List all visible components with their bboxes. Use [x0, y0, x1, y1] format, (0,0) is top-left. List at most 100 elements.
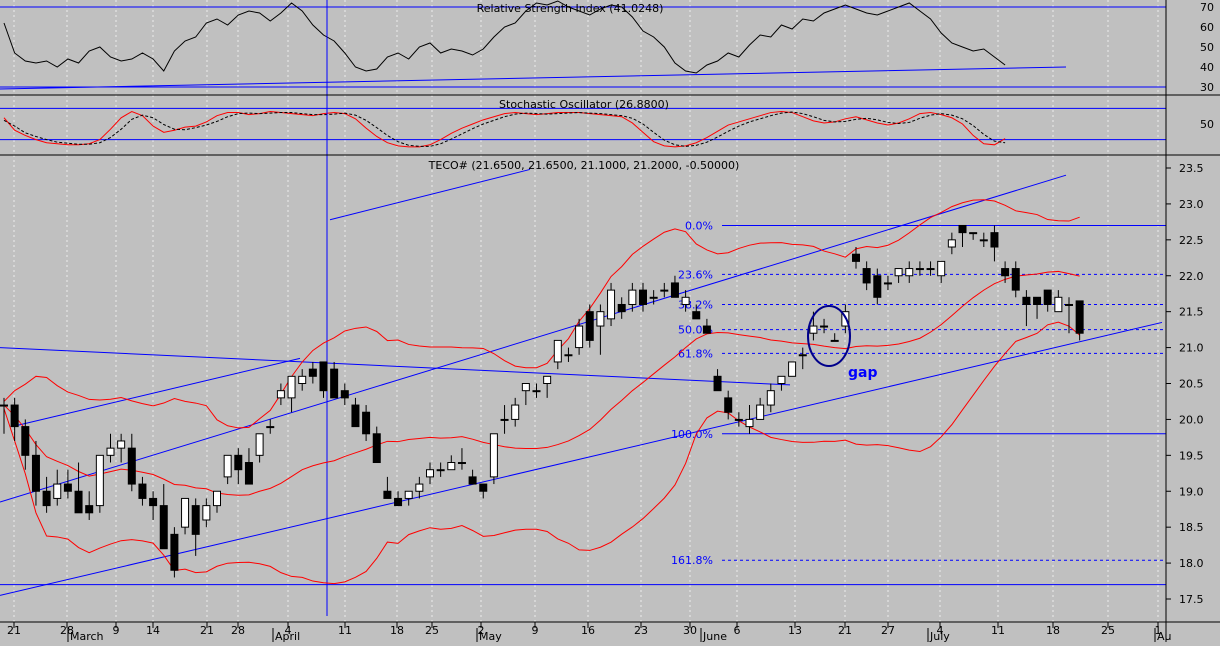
candlestick — [436, 462, 445, 477]
month-label-june: June — [702, 630, 727, 642]
candlestick — [1022, 290, 1031, 327]
candle-body — [106, 447, 115, 456]
candle-body — [340, 390, 349, 399]
candlestick — [319, 361, 328, 398]
candlestick — [138, 476, 147, 506]
candlestick — [127, 433, 136, 492]
candlestick — [521, 383, 530, 406]
candle-body — [1075, 300, 1084, 334]
candlestick — [894, 268, 903, 283]
price-title: TECO# (21.6500, 21.6500, 21.1000, 21.200… — [428, 159, 740, 172]
candlestick — [692, 304, 701, 320]
candlestick — [883, 275, 892, 291]
x-tick-label: 28 — [231, 624, 245, 637]
upper-trendline — [0, 174, 1067, 503]
candlestick — [330, 361, 339, 399]
candlestick — [1075, 300, 1084, 341]
fibonacci-label: 61.8% — [678, 347, 713, 360]
candle-body — [660, 289, 669, 292]
candle-body — [74, 490, 83, 514]
candle-body — [766, 390, 775, 406]
candle-body — [213, 490, 221, 507]
price-tick-label: 17.5 — [1179, 593, 1204, 606]
candlestick — [670, 275, 679, 298]
fibonacci-label: 161.8% — [671, 554, 713, 567]
candle-body — [724, 397, 733, 413]
candlestick — [543, 375, 552, 398]
candle-body — [330, 368, 339, 399]
x-tick-label: 11 — [338, 624, 352, 637]
candle-body — [692, 311, 701, 320]
candle-body — [479, 483, 488, 492]
month-label-july: July — [929, 630, 950, 642]
candlestick — [617, 297, 626, 319]
candlestick — [0, 397, 8, 434]
candle-body — [713, 375, 722, 392]
price-tick-label: 20.5 — [1179, 378, 1204, 391]
candlestick — [213, 490, 221, 513]
candlestick — [234, 448, 243, 485]
candlestick — [511, 397, 520, 427]
candle-body — [979, 239, 988, 242]
candle-body — [0, 404, 8, 407]
x-tick-label: 21 — [838, 624, 852, 637]
x-tick-label: 9 — [532, 624, 539, 637]
candlestick — [287, 375, 296, 413]
x-tick-label: 18 — [1046, 624, 1060, 637]
candlestick — [628, 282, 637, 312]
candlestick — [788, 361, 797, 377]
price-tick-label: 21.0 — [1179, 342, 1204, 355]
candle-body — [319, 361, 328, 392]
candle-body — [191, 505, 200, 535]
candle-body — [564, 354, 573, 357]
candlestick — [947, 232, 956, 255]
candlestick — [1011, 261, 1020, 298]
candle-body — [287, 375, 296, 399]
candlestick — [479, 483, 488, 499]
candle-body — [969, 232, 978, 235]
candle-body — [990, 232, 999, 248]
bollinger-middle-band — [3, 270, 1080, 496]
candle-body — [852, 253, 860, 262]
price-tick-label: 18.5 — [1179, 521, 1204, 534]
candlestick — [426, 462, 434, 485]
candle-body — [63, 483, 72, 492]
candle-body — [1033, 296, 1042, 305]
candlestick — [756, 397, 765, 420]
candlestick — [553, 339, 562, 370]
stochastic-k-line — [3, 110, 1006, 148]
candle-body — [31, 454, 40, 492]
gap-highlight-ellipse — [807, 305, 851, 367]
candle-body — [617, 303, 626, 313]
fibonacci-label: 23.6% — [678, 268, 713, 281]
candle-body — [639, 289, 647, 305]
lower-trendline — [0, 321, 1163, 596]
candle-body — [117, 440, 126, 449]
candlestick — [404, 490, 413, 506]
candlestick — [820, 318, 829, 334]
candlestick — [372, 426, 381, 464]
candlestick — [106, 433, 115, 463]
candle-body — [202, 505, 211, 521]
candle-body — [426, 469, 434, 478]
candle-body — [1011, 268, 1020, 291]
price-tick-label: 22.5 — [1179, 234, 1204, 247]
candle-body — [926, 268, 935, 271]
candle-body — [415, 483, 424, 492]
candlestick — [639, 282, 647, 312]
candle-body — [1022, 296, 1031, 305]
candle-body — [53, 483, 62, 499]
candlestick — [394, 491, 403, 507]
candle-body — [170, 533, 179, 571]
candlestick — [95, 454, 104, 513]
candle-body — [830, 339, 839, 342]
month-label-august: Au — [1157, 630, 1172, 642]
candle-body — [138, 483, 147, 499]
candle-body — [127, 447, 136, 485]
candlestick — [202, 498, 211, 528]
candle-body — [468, 476, 477, 485]
x-tick-label: 25 — [1101, 624, 1115, 637]
candle-body — [298, 375, 307, 385]
price-tick-label: 20.0 — [1179, 413, 1204, 426]
candle-body — [10, 404, 19, 428]
